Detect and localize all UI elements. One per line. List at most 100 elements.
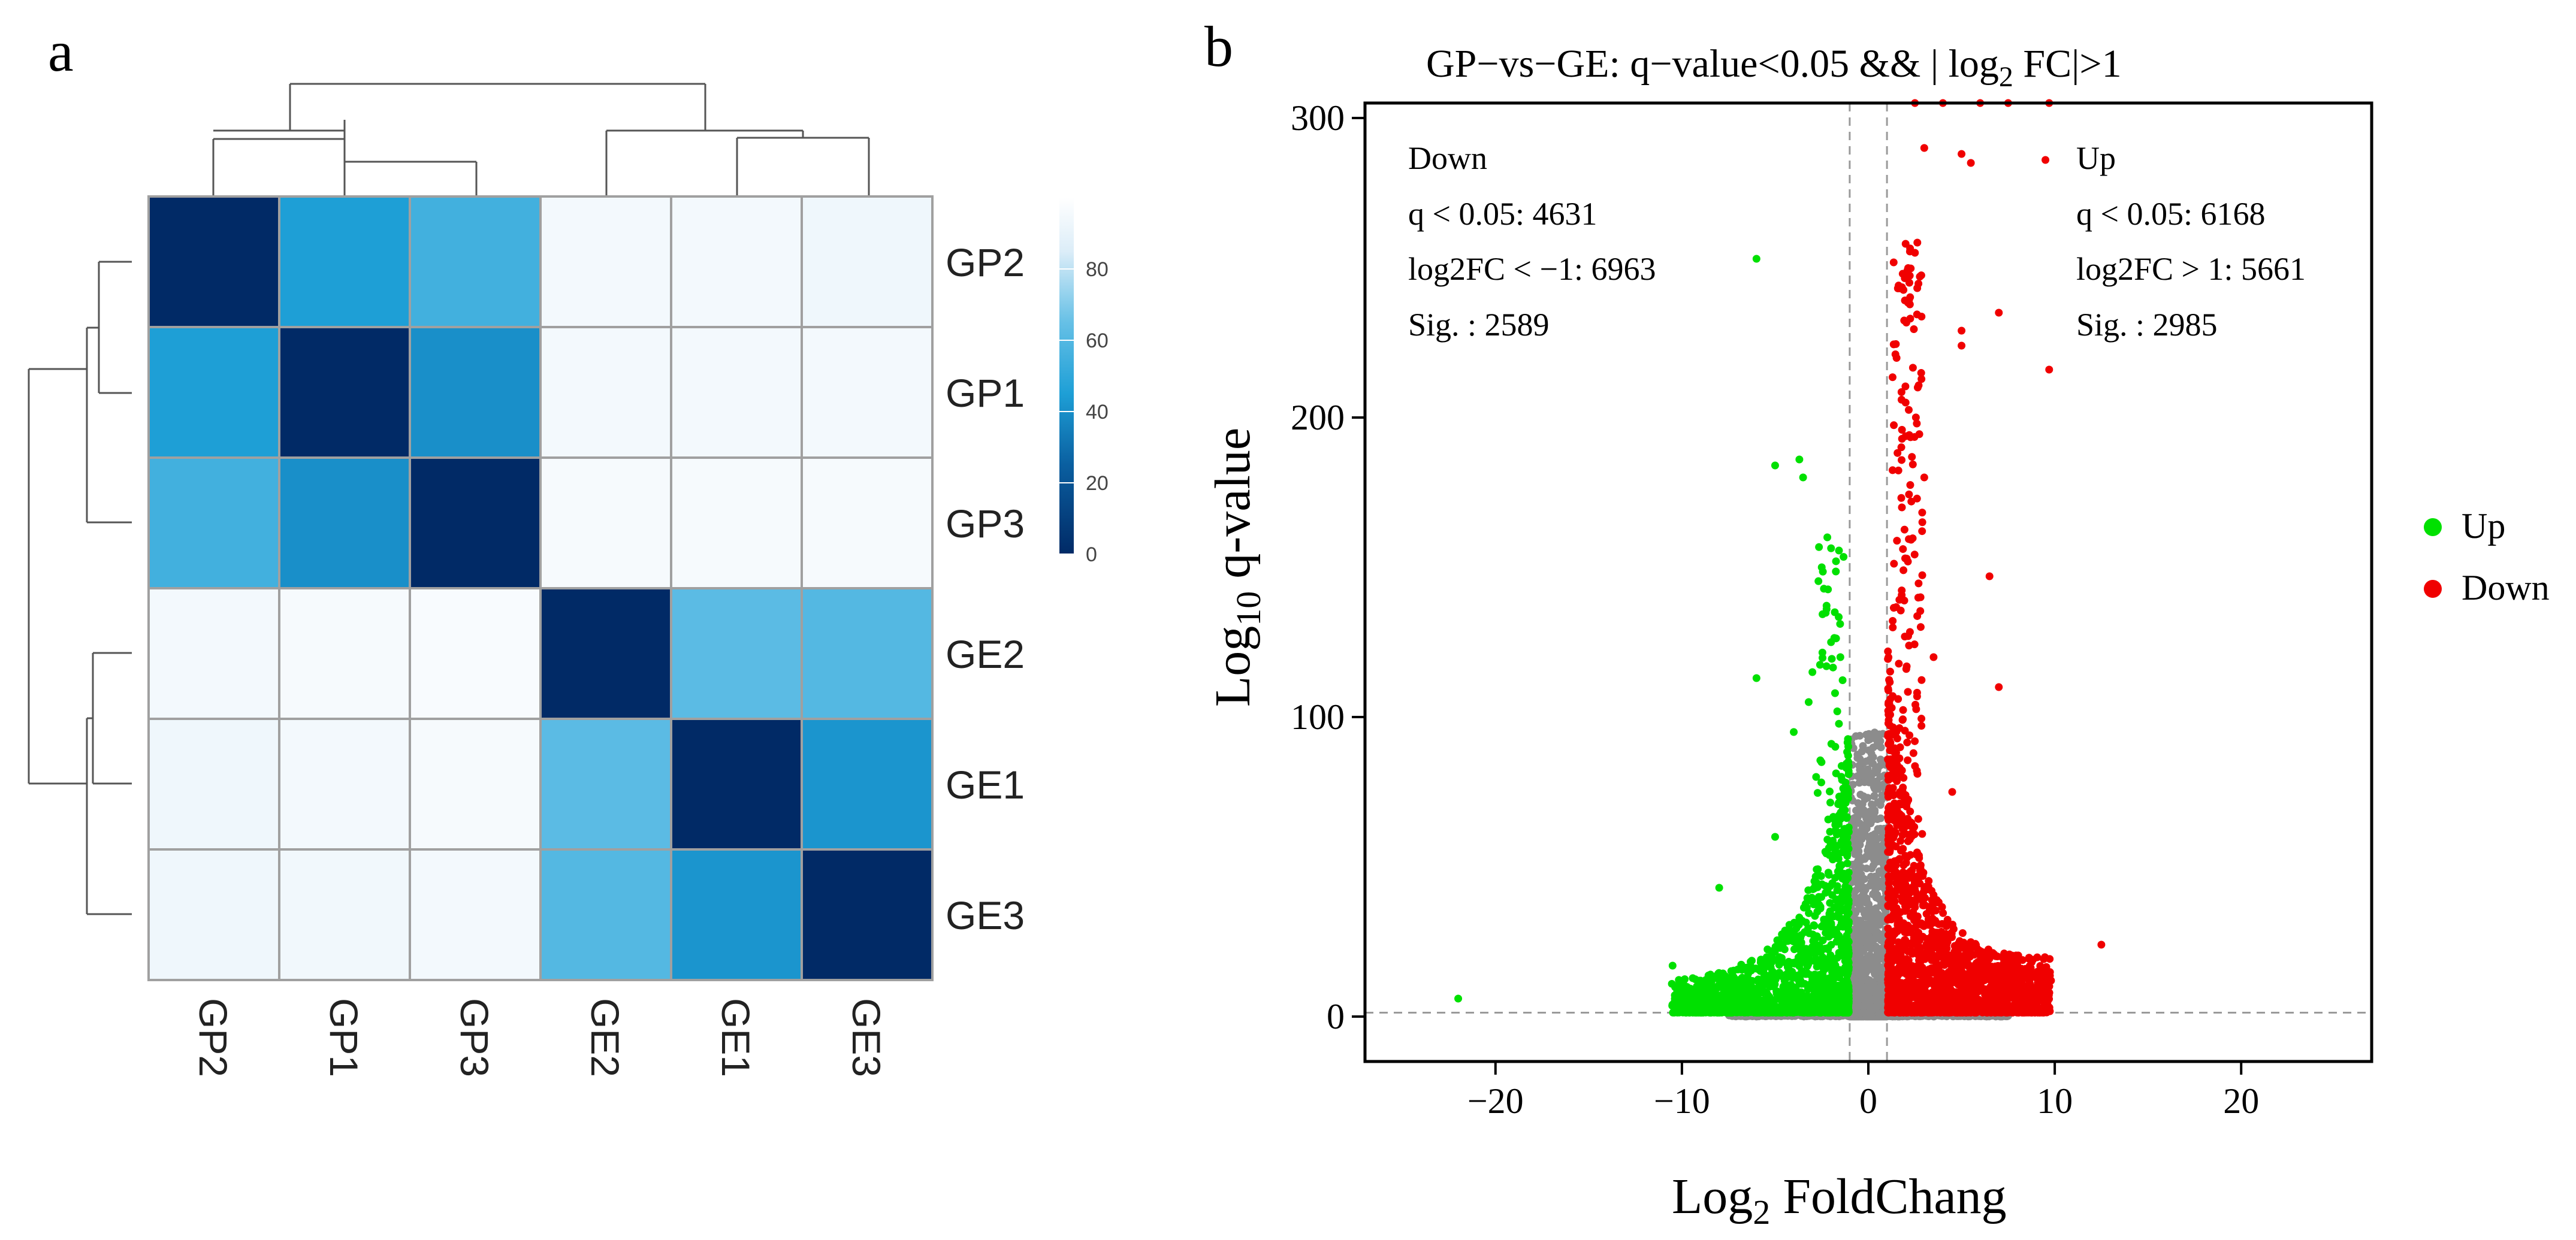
point-ns [1862,757,1870,766]
point-up [1803,962,1811,970]
point-ns [1861,832,1869,840]
point-up [1768,950,1776,958]
point-ns [1873,949,1882,957]
point-down [1885,804,1893,812]
point-down [1891,930,1899,938]
point-up [1839,833,1847,841]
heatmap-col-label: GE3 [844,998,889,1077]
point-ns [1876,761,1885,769]
heatmap-cell [278,326,411,459]
point-up [1809,937,1817,945]
point-up [1799,956,1808,964]
heatmap-cell [801,195,934,328]
point-up [1784,957,1793,966]
point-up [1841,877,1850,885]
point-down [1920,885,1928,893]
point-up [1720,974,1728,982]
point-up [1771,956,1780,964]
point-up [1689,1004,1698,1012]
heatmap-cell [147,587,280,720]
point-ns [1874,842,1882,851]
point-up [1817,872,1825,881]
point-down [1885,875,1894,884]
colorbar-tick-label: 60 [1086,329,1109,352]
point-up [1838,776,1846,784]
point-up [1808,997,1817,1005]
point-up [1837,1000,1846,1008]
point-ns [1860,875,1868,884]
point-down [1906,807,1914,816]
heatmap-cell [670,456,803,589]
point-up [1844,1006,1853,1014]
heatmap-cell [539,195,672,328]
point-ns [1858,800,1867,808]
point-up [1712,1001,1720,1009]
point-down [1887,914,1895,923]
point-ns [1859,806,1868,814]
point-up [1752,1008,1760,1017]
heatmap-column-labels: GP2 GP1 GP3 GE2 GE1 GE3 [191,998,889,1077]
point-up [1825,851,1834,859]
point-up [1844,965,1852,973]
point-ns [1856,904,1865,912]
point-up [1841,848,1849,857]
heatmap-cell [801,456,934,589]
point-ns [1858,919,1866,927]
point-ns [1877,954,1886,963]
point-up [1837,969,1845,978]
point-down [1902,891,1910,899]
point-down [1910,861,1918,870]
point-up [1768,1002,1777,1010]
point-up [1761,1008,1769,1017]
panel-label-b: b [1204,14,1233,78]
heatmap-row-label: GP3 [946,501,1025,546]
point-up [1807,949,1815,957]
point-up [1764,994,1772,1002]
point-up [1843,959,1852,967]
point-ns [1854,968,1862,976]
point-up [1843,911,1852,919]
point-down [1884,655,1892,663]
point-up [1817,893,1826,902]
heatmap-col-label: GP2 [191,998,235,1077]
point-ns [1851,945,1859,954]
point-ns [1868,816,1877,824]
point-ns [1865,746,1873,754]
point-down [1911,903,1919,912]
heatmap-col-label: GP3 [452,998,497,1077]
heatmap-cell [278,848,411,981]
point-ns [1877,814,1885,822]
point-up [1727,1005,1735,1014]
point-down [1886,667,1894,676]
point-up [1803,969,1811,977]
point-up [1813,883,1822,891]
point-up [1740,989,1748,997]
point-up [1826,985,1835,994]
point-down [1980,987,1989,996]
colorbar-tick-label: 0 [1086,543,1097,566]
point-down [1889,841,1897,849]
point-ns [1877,918,1886,927]
point-up [1675,1008,1683,1017]
point-ns [1870,791,1879,800]
heatmap-cell [409,195,542,328]
point-up [1832,903,1840,912]
point-up [1756,967,1765,975]
heatmap-cell [801,718,934,851]
point-up [1834,855,1843,863]
point-up [1810,1003,1818,1012]
point-up [1799,903,1808,912]
point-up [1715,969,1723,977]
heatmap-cell [147,848,280,981]
point-up [1823,1004,1832,1012]
heatmap-cell [409,718,542,851]
point-ns [1862,852,1871,861]
heatmap-cell [278,456,411,589]
point-down [1884,889,1892,897]
heatmap-cell [147,326,280,459]
point-ns [1855,779,1864,787]
point-up [1822,996,1831,1005]
point-up [1790,945,1798,954]
